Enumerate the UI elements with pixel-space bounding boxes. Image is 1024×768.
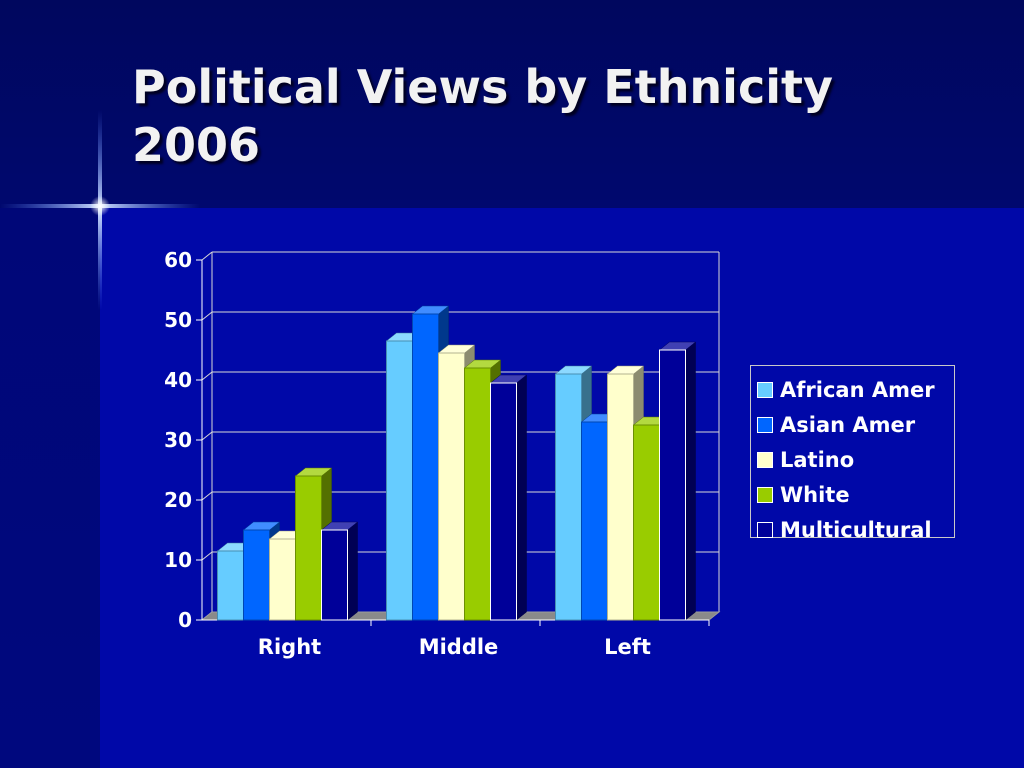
- x-category-label-right: Right: [258, 635, 321, 659]
- bar-african-amer-left: [555, 373, 582, 621]
- legend-swatch: [757, 521, 773, 538]
- bar-multicultural-right: [321, 529, 348, 621]
- bar-african-amer-middle: [386, 340, 413, 621]
- legend-label: White: [780, 482, 850, 507]
- legend-item-white: White: [757, 477, 954, 512]
- bar-white-right: [295, 475, 322, 621]
- legend-label: Latino: [780, 447, 855, 472]
- legend-label: African Amer: [780, 377, 935, 402]
- bar-side-multicultural-right: [347, 521, 358, 621]
- left-band: [0, 208, 100, 768]
- legend-swatch: [757, 381, 773, 398]
- bar-side-multicultural-left: [685, 341, 696, 621]
- bar-asian-amer-left: [581, 421, 608, 621]
- legend-swatch: [757, 451, 773, 468]
- y-tick-label-60: 60: [164, 248, 192, 272]
- legend-label: Multicultural: [780, 517, 932, 542]
- bar-latino-right: [269, 538, 296, 621]
- bar-latino-middle: [438, 352, 465, 621]
- legend-item-multicultural: Multicultural: [757, 512, 954, 547]
- legend-label: Asian Amer: [780, 412, 916, 437]
- sparkle-star-icon: [90, 196, 110, 216]
- y-tick-label-20: 20: [164, 488, 192, 512]
- bar-multicultural-left: [659, 349, 686, 621]
- legend-item-asian-amer: Asian Amer: [757, 407, 954, 442]
- x-category-label-left: Left: [604, 635, 651, 659]
- bar-side-multicultural-middle: [516, 374, 527, 621]
- y-tick-label-30: 30: [164, 428, 192, 452]
- legend-swatch: [757, 486, 773, 503]
- bar-white-middle: [464, 367, 491, 621]
- y-tick-label-50: 50: [164, 308, 192, 332]
- y-tick-label-0: 0: [178, 608, 192, 632]
- bar-multicultural-middle: [490, 382, 517, 621]
- gridline-side-60: [201, 251, 213, 261]
- bar-asian-amer-right: [243, 529, 270, 621]
- chart-legend: African Amer Asian Amer Latino White Multicu…: [750, 365, 955, 542]
- legend-swatch: [757, 416, 773, 433]
- x-category-label-middle: Middle: [419, 635, 499, 659]
- gridline-side-20: [201, 491, 213, 501]
- gridline-side-10: [201, 551, 213, 561]
- title-line-1: Political Views by Ethnicity: [132, 60, 833, 114]
- bar-white-left: [633, 424, 660, 621]
- title-band: [0, 0, 1024, 208]
- legend-item-african-amer: African Amer: [757, 372, 954, 407]
- bar-african-amer-right: [217, 550, 244, 621]
- title-line-2: 2006: [132, 118, 261, 172]
- gridline-side-40: [201, 371, 213, 381]
- legend-item-latino: Latino: [757, 442, 954, 477]
- slide-title: Political Views by Ethnicity 2006: [132, 58, 992, 174]
- gridline-side-50: [201, 311, 213, 321]
- gridline-side-30: [201, 431, 213, 441]
- y-tick-label-40: 40: [164, 368, 192, 392]
- y-tick-label-10: 10: [164, 548, 192, 572]
- bar-asian-amer-middle: [412, 313, 439, 621]
- bar-latino-left: [607, 373, 634, 621]
